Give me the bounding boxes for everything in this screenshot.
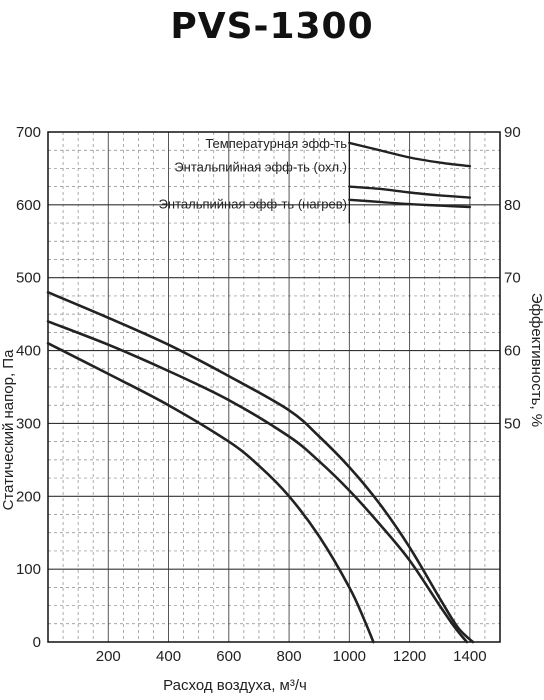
efficiency-curves [348, 141, 472, 209]
y-tick-label: 400 [16, 343, 41, 360]
x-axis-label: Расход воздуха, м³/ч [163, 677, 307, 694]
y2-tick-label: 50 [504, 415, 521, 432]
x-tick-label: 1200 [393, 648, 426, 665]
y2-axis-label: Эффективность, % [528, 293, 544, 427]
y2-tick-labels: 50 60 70 80 90 [504, 124, 521, 432]
pressure-curves [46, 291, 475, 644]
chart-title: PVS-1300 [170, 6, 374, 47]
y2-tick-label: 70 [504, 270, 521, 287]
plot-frame [47, 131, 501, 643]
x-tick-label: 200 [96, 648, 121, 665]
y-tick-labels: 0 100 200 300 400 500 600 700 [16, 124, 41, 651]
y2-tick-label: 80 [504, 197, 521, 214]
x-tick-label: 600 [216, 648, 241, 665]
series-label-3: Энтальпийная эфф-ть (нагрев) [159, 197, 347, 212]
y-tick-label: 100 [16, 561, 41, 578]
pressure-curve-3 [46, 342, 375, 644]
series-label-1: Температурная эфф-ть [205, 136, 347, 151]
y-tick-label: 600 [16, 197, 41, 214]
efficiency-curve-2 [348, 185, 472, 199]
series-labels: Температурная эфф-ть Энтальпийная эфф-ть … [159, 136, 348, 211]
y-tick-label: 200 [16, 488, 41, 505]
pressure-curve-1 [46, 291, 475, 644]
y-tick-label: 700 [16, 124, 41, 141]
y-tick-label: 300 [16, 415, 41, 432]
pressure-curve-2 [46, 320, 469, 644]
y2-tick-label: 60 [504, 343, 521, 360]
x-tick-labels: 200 400 600 800 1000 1200 1400 [96, 648, 487, 665]
x-tick-label: 1400 [453, 648, 486, 665]
grid-minor [48, 132, 500, 642]
efficiency-curve-3 [348, 198, 472, 209]
x-tick-label: 800 [277, 648, 302, 665]
x-tick-label: 400 [156, 648, 181, 665]
y-axis-label: Статический напор, Па [0, 349, 17, 510]
efficiency-curve-1 [348, 141, 472, 168]
y2-tick-label: 90 [504, 124, 521, 141]
y-tick-label: 500 [16, 270, 41, 287]
y-tick-label: 0 [33, 634, 41, 651]
series-label-2: Энтальпийная эфф-ть (охл.) [174, 159, 347, 174]
x-tick-label: 1000 [333, 648, 366, 665]
